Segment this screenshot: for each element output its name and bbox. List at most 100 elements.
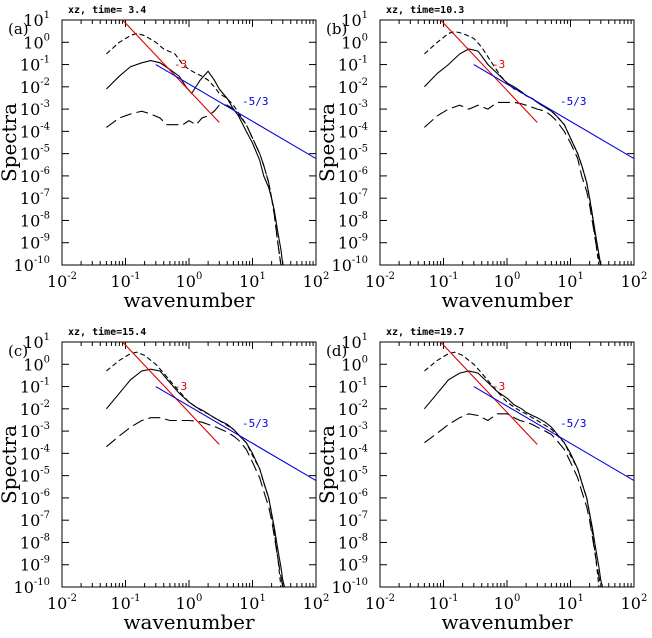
y-tick-label: 10-6 — [338, 488, 368, 508]
x-tick-label: 10-2 — [365, 593, 395, 613]
x-tick-label: 10-1 — [428, 593, 458, 613]
slope-label-blue: -5/3 — [242, 417, 269, 430]
y-tick-label: 10-6 — [338, 166, 368, 186]
x-tick-label: 100 — [494, 271, 521, 291]
x-axis-title: wavenumber — [123, 610, 255, 634]
spectrum-line-dashed — [424, 351, 600, 587]
y-tick-label: 10-9 — [20, 233, 50, 253]
y-tick-label: 10-8 — [20, 532, 50, 552]
y-tick-label: 10-7 — [20, 510, 50, 530]
x-tick-label: 100 — [494, 593, 521, 613]
reference-line — [440, 342, 538, 445]
plot-frame — [61, 19, 317, 266]
y-tick-label: 10-4 — [20, 121, 50, 141]
x-tick-label: 102 — [303, 593, 330, 613]
slope-label-blue: -5/3 — [242, 95, 269, 108]
y-tick-label: 100 — [23, 354, 50, 374]
series-group — [423, 342, 634, 587]
spectrum-line-solid — [423, 370, 604, 587]
x-tick-label: 102 — [621, 271, 648, 291]
y-tick-label: 100 — [23, 32, 50, 52]
panel-a: 10-2 10-1 100 101 10210-1010-910-810-710-610… — [0, 4, 329, 312]
y-tick-label: 10-10 — [332, 255, 368, 275]
y-tick-label: 10-9 — [338, 555, 368, 575]
y-axis-title: Spectra — [0, 425, 21, 504]
reference-line — [473, 386, 634, 482]
y-tick-label: 101 — [341, 10, 368, 30]
spectrum-line-solid — [424, 48, 602, 265]
y-tick-label: 10-2 — [338, 77, 368, 97]
panel-letter: (b) — [326, 20, 347, 38]
y-tick-label: 10-4 — [338, 443, 368, 463]
y-tick-label: 10-1 — [20, 55, 50, 75]
y-tick-label: 10-2 — [20, 399, 50, 419]
reference-line — [122, 20, 220, 123]
y-tick-label: 10-3 — [20, 421, 50, 441]
spectrum-line-dashed — [424, 31, 601, 265]
slope-label-red: -3 — [174, 58, 187, 71]
reference-line — [155, 64, 316, 160]
plot-frame — [379, 19, 635, 266]
spectrum-line-longdash — [106, 417, 284, 587]
y-tick-label: 10-2 — [20, 77, 50, 97]
panel-title: xz, time=19.7 — [386, 326, 464, 338]
y-axis-title: Spectra — [0, 103, 21, 182]
reference-line — [473, 64, 634, 160]
panel-title: xz, time=10.3 — [386, 4, 464, 16]
y-tick-label: 10-5 — [20, 466, 50, 486]
slope-label-blue: -5/3 — [560, 95, 587, 108]
panel-c: 10-2 10-1 100 101 10210-1010-910-810-710-610… — [0, 326, 329, 634]
y-tick-label: 10-1 — [338, 377, 368, 397]
reference-line — [440, 20, 538, 123]
y-tick-label: 100 — [341, 354, 368, 374]
slope-label-red: -3 — [174, 380, 187, 393]
y-tick-label: 10-3 — [338, 421, 368, 441]
spectrum-line-dashed — [106, 351, 282, 587]
y-tick-label: 10-10 — [14, 577, 50, 597]
reference-line — [122, 342, 220, 445]
y-tick-label: 10-4 — [338, 121, 368, 141]
x-tick-label: 101 — [239, 271, 266, 291]
spectrum-line-dashed — [106, 32, 283, 265]
y-tick-label: 10-2 — [338, 399, 368, 419]
y-tick-label: 10-9 — [20, 555, 50, 575]
panel-letter: (d) — [326, 342, 347, 360]
x-tick-label: 101 — [239, 593, 266, 613]
slope-label-red: -3 — [492, 380, 505, 393]
y-tick-label: 10-7 — [20, 188, 50, 208]
reference-line — [155, 386, 316, 482]
y-axis-title: Spectra — [315, 425, 339, 504]
panel-letter: (c) — [8, 342, 28, 360]
x-tick-label: 100 — [176, 271, 203, 291]
y-tick-label: 10-3 — [20, 99, 50, 119]
x-tick-label: 10-1 — [110, 593, 140, 613]
x-tick-label: 10-1 — [428, 271, 458, 291]
x-tick-label: 102 — [621, 593, 648, 613]
x-axis-title: wavenumber — [123, 288, 255, 312]
y-tick-label: 10-3 — [338, 99, 368, 119]
series-group — [424, 20, 634, 265]
y-tick-label: 10-10 — [332, 577, 368, 597]
spectrum-line-solid — [106, 60, 284, 265]
y-tick-label: 10-5 — [20, 144, 50, 164]
y-tick-label: 10-1 — [338, 55, 368, 75]
y-tick-label: 101 — [23, 332, 50, 352]
x-tick-label: 10-2 — [47, 593, 77, 613]
y-tick-label: 100 — [341, 32, 368, 52]
panel-b: 10-2 10-1 100 101 10210-1010-910-810-710-610… — [315, 4, 647, 312]
panel-letter: (a) — [8, 20, 29, 38]
y-tick-label: 10-6 — [20, 488, 50, 508]
x-tick-label: 100 — [176, 593, 203, 613]
y-tick-label: 101 — [341, 332, 368, 352]
panel-title: xz, time= 3.4 — [68, 4, 146, 16]
panel-d: 10-2 10-1 100 101 10210-1010-910-810-710-610… — [315, 326, 647, 634]
slope-label-blue: -5/3 — [560, 417, 587, 430]
x-tick-label: 101 — [557, 271, 584, 291]
y-tick-label: 10-4 — [20, 443, 50, 463]
y-tick-label: 10-5 — [338, 466, 368, 486]
x-axis-title: wavenumber — [441, 288, 573, 312]
y-tick-label: 10-7 — [338, 510, 368, 530]
x-tick-label: 10-2 — [365, 271, 395, 291]
y-tick-label: 10-8 — [338, 210, 368, 230]
